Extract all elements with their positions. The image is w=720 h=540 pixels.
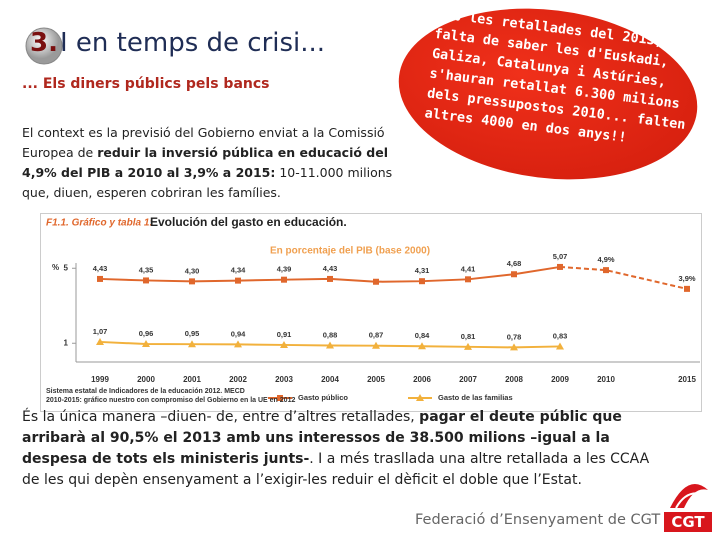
data-label: 0,91 bbox=[277, 330, 292, 339]
title: I en temps de crisi... bbox=[60, 28, 326, 58]
chart-frame bbox=[40, 213, 702, 412]
data-point bbox=[464, 342, 472, 350]
data-label: 4,39 bbox=[277, 265, 292, 274]
text-run: pagar el deute públic que arribarà al 90… bbox=[22, 409, 622, 467]
data-label: 4,43 bbox=[323, 264, 338, 273]
data-point bbox=[419, 278, 425, 285]
data-label: 4,31 bbox=[415, 266, 430, 275]
x-tick-label: 2003 bbox=[275, 375, 293, 384]
logo: CGT bbox=[664, 478, 712, 534]
data-label: 4,34 bbox=[231, 266, 246, 275]
title-number: 3. bbox=[30, 28, 58, 58]
data-point bbox=[510, 343, 518, 351]
data-point bbox=[96, 337, 104, 345]
data-point bbox=[418, 342, 426, 350]
y-tick-label: 1 bbox=[64, 338, 69, 347]
y-axis-label: % bbox=[52, 263, 59, 272]
data-label: 0,84 bbox=[415, 331, 430, 340]
data-label: 4,35 bbox=[139, 265, 154, 274]
data-label: 1,07 bbox=[93, 327, 108, 336]
chart-title-label: F1.1. Gráfico y tabla 1: bbox=[46, 218, 153, 229]
data-point bbox=[372, 341, 380, 349]
data-label: 4,43 bbox=[93, 264, 108, 273]
data-point bbox=[281, 276, 287, 283]
data-point bbox=[603, 267, 609, 274]
data-label: 0,81 bbox=[461, 332, 476, 341]
legend-marker bbox=[416, 394, 424, 401]
chart-title: Evolución del gasto en educación. bbox=[150, 215, 347, 229]
text-run: És la única manera –diuen- de, entre d’a… bbox=[22, 409, 420, 425]
x-tick-label: 2001 bbox=[183, 375, 201, 384]
data-label: 0,94 bbox=[231, 329, 246, 338]
y-tick-label: 5 bbox=[64, 263, 69, 272]
x-tick-label: 1999 bbox=[91, 375, 109, 384]
x-tick-label: 2004 bbox=[321, 375, 339, 384]
body-text: És la única manera –diuen- de, entre d’a… bbox=[22, 407, 662, 491]
text-run: 10-11.000 milions que, diuen, esperen co… bbox=[22, 165, 393, 200]
x-tick-label: 2015 bbox=[678, 375, 696, 384]
data-label: 4,30 bbox=[185, 266, 200, 275]
data-point bbox=[465, 276, 471, 283]
source-line: 2010-2015: gráfico nuestro con compromis… bbox=[46, 397, 296, 404]
x-tick-label: 2005 bbox=[367, 375, 385, 384]
data-point bbox=[97, 275, 103, 282]
data-point bbox=[142, 340, 150, 347]
x-tick-label: 2009 bbox=[551, 375, 569, 384]
data-point bbox=[373, 278, 379, 285]
data-label: 4,41 bbox=[461, 264, 476, 273]
logo-text: CGT bbox=[664, 512, 712, 532]
text-run: . I a més trasllada una altre retallada … bbox=[22, 451, 650, 488]
data-label: 5,07 bbox=[553, 252, 568, 261]
data-label: 0,83 bbox=[553, 331, 568, 340]
data-label: 4,9% bbox=[597, 255, 614, 264]
data-label: 0,87 bbox=[369, 331, 384, 340]
title-badge bbox=[25, 27, 63, 65]
x-tick-label: 2000 bbox=[137, 375, 155, 384]
data-point bbox=[557, 263, 563, 270]
data-point bbox=[234, 340, 242, 348]
intro-text: El context es la previsió del Gobierno e… bbox=[22, 123, 407, 203]
callout-text: Amb les retallades del 2013, i a falta de… bbox=[424, 4, 707, 156]
x-tick-label: 2006 bbox=[413, 375, 431, 384]
data-label: 0,96 bbox=[139, 329, 154, 338]
logo-icon bbox=[670, 484, 708, 509]
data-point bbox=[684, 285, 690, 292]
x-tick-label: 2008 bbox=[505, 375, 523, 384]
legend-marker bbox=[277, 395, 283, 401]
text-run: reduir la inversió pública en educació d… bbox=[22, 145, 389, 180]
data-label: 4,68 bbox=[507, 259, 522, 268]
source-line: Sistema estatal de Indicadores de la edu… bbox=[46, 388, 245, 395]
x-tick-label: 2002 bbox=[229, 375, 247, 384]
data-label: 0,95 bbox=[185, 329, 200, 338]
chart-subtitle: En porcentaje del PIB (base 2000) bbox=[270, 246, 430, 257]
legend-label: Gasto de las familias bbox=[438, 393, 513, 402]
data-point bbox=[327, 275, 333, 282]
data-point bbox=[556, 342, 564, 350]
data-label: 0,88 bbox=[323, 330, 338, 339]
x-tick-label: 2010 bbox=[597, 375, 615, 384]
data-label: 0,78 bbox=[507, 332, 522, 341]
subtitle: ... Els diners públics pels bancs bbox=[22, 76, 270, 92]
data-point bbox=[511, 271, 517, 278]
series-line bbox=[559, 265, 688, 290]
x-tick-label: 2007 bbox=[459, 375, 477, 384]
data-point bbox=[189, 278, 195, 285]
text-run: El context es la previsió del Gobierno e… bbox=[22, 125, 385, 160]
chart: F1.1. Gráfico y tabla 1:Evolución del ga… bbox=[46, 215, 700, 402]
data-label: 3,9% bbox=[678, 274, 695, 283]
data-point bbox=[143, 277, 149, 284]
data-point bbox=[235, 277, 241, 284]
callout-bubble: Amb les retallades del 2013, i a falta de… bbox=[388, 0, 708, 196]
footer: Federació d’Ensenyament de CGT bbox=[415, 512, 661, 528]
data-point bbox=[188, 340, 196, 348]
legend-label: Gasto público bbox=[298, 393, 348, 402]
data-point bbox=[326, 341, 334, 349]
chart-source: Sistema estatal de Indicadores de la edu… bbox=[46, 387, 295, 405]
data-point bbox=[280, 340, 288, 348]
